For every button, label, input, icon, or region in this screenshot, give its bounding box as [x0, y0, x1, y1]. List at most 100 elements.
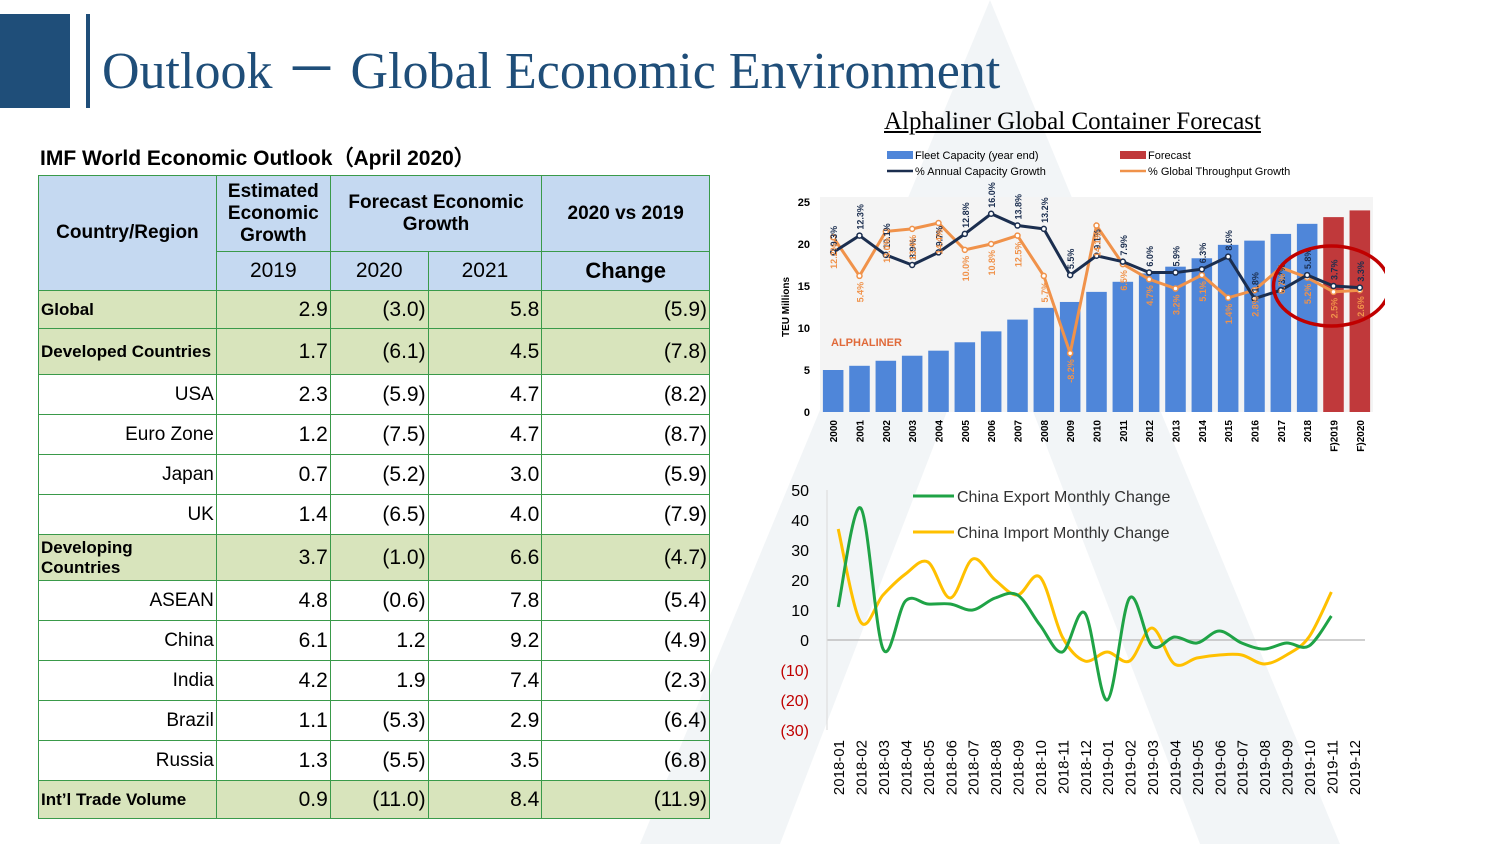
x-tick-label: 2019-10 — [1302, 740, 1319, 795]
china-trade-chart: 50 40 30 20 10 0 (10) (20) (30) 2018-01 2018-02 201… — [781, 483, 1365, 795]
capacity-growth-label: 5.5% — [1066, 249, 1076, 270]
x-tick-label: 2000 — [829, 420, 840, 443]
x-tick-label: 2019-03 — [1145, 740, 1162, 795]
page-title: Outlook － Global Economic Environment — [102, 43, 1001, 100]
capacity-bar — [954, 342, 976, 412]
x-tick-label: 2012 — [1145, 420, 1156, 443]
capacity-bar — [849, 365, 870, 412]
capacity-bar — [1323, 217, 1344, 412]
x-tick-label: 2019-11 — [1324, 740, 1341, 794]
header-year-2020: 2020 — [329, 251, 429, 291]
capacity-growth-line-point — [1172, 269, 1179, 276]
capacity-growth-line-point — [1198, 265, 1206, 273]
x-tick-label: 2018-06 — [943, 740, 960, 795]
forecast-highlight-ellipse — [1271, 244, 1385, 328]
row-name: China — [38, 620, 217, 661]
china-export-line — [836, 506, 1333, 702]
row-2021-value: 2.9 — [427, 700, 543, 741]
row-change-value: (5.4) — [541, 580, 710, 621]
row-change-value: (5.9) — [541, 290, 710, 329]
header-estimated-growth: Estimated Economic Growth — [215, 175, 331, 252]
capacity-growth-label: 3.7% — [1277, 264, 1287, 285]
x-tick-label: F)2020 — [1356, 420, 1367, 452]
x-tick-label: 2019-12 — [1347, 740, 1364, 795]
throughput-growth-line-point — [882, 228, 890, 235]
row-2020-value: (11.0) — [329, 780, 429, 819]
china-import-line — [836, 528, 1333, 667]
throughput-growth-label: 14.1% — [1093, 232, 1103, 258]
throughput-growth-line-point — [1172, 285, 1179, 292]
x-tick-label: 2018-11 — [1055, 740, 1072, 794]
header-year-2019: 2019 — [215, 251, 331, 291]
row-change-value: (8.7) — [541, 414, 710, 455]
table-row: Int’l Trade Volume 0.9 (11.0) 8.4 (11.9) — [38, 780, 710, 819]
capacity-growth-line-point — [1251, 295, 1258, 302]
capacity-growth-line-point — [1145, 269, 1153, 276]
x-tick-label: 2001 — [856, 420, 867, 443]
row-change-value: (2.3) — [541, 660, 710, 701]
x-tick-label: 2019-01 — [1100, 740, 1117, 795]
y-tick-label: 15 — [798, 281, 810, 293]
x-tick-label: 2019-06 — [1212, 740, 1229, 795]
capacity-growth-label: 9.7% — [935, 226, 945, 247]
throughput-growth-label: 13.4% — [908, 235, 918, 261]
header-year-2021: 2021 — [427, 251, 543, 291]
table-row: Russia 1.3 (5.5) 3.5 (6.8) — [38, 740, 710, 781]
row-2021-value: 4.7 — [427, 374, 543, 415]
y-tick-label: 25 — [798, 197, 810, 209]
row-2021-value: 8.4 — [427, 780, 543, 819]
row-2021-value: 3.0 — [427, 454, 543, 495]
y-tick-label: (30) — [781, 723, 809, 740]
throughput-growth-line-point — [961, 246, 969, 254]
throughput-growth-label: 3.2% — [1172, 295, 1182, 316]
row-name: Developing Countries — [38, 534, 217, 581]
capacity-bar — [1217, 244, 1239, 412]
x-tick-label: 2018-08 — [988, 740, 1005, 795]
title-accent-bar — [86, 14, 90, 108]
capacity-growth-label: 8.9% — [908, 238, 918, 259]
x-tick-label: 2019-05 — [1190, 740, 1207, 795]
throughput-growth-label: 5.7% — [1040, 282, 1050, 303]
row-2021-value: 4.0 — [427, 494, 543, 535]
capacity-growth-line-point — [882, 251, 890, 259]
capacity-bar — [1165, 266, 1186, 412]
x-tick-label: 2006 — [987, 420, 998, 443]
x-tick-label: 2014 — [1198, 420, 1209, 443]
legend-label-export: China Export Monthly Change — [957, 489, 1171, 506]
x-tick-label: 2019-02 — [1123, 740, 1140, 795]
row-2020-value: (0.6) — [329, 580, 429, 621]
capacity-bar — [1296, 223, 1318, 412]
throughput-growth-line-point — [1198, 271, 1206, 279]
capacity-growth-label: 12.3% — [856, 204, 866, 230]
row-2019-value: 0.9 — [215, 780, 331, 819]
row-2020-value: (1.0) — [329, 534, 429, 581]
row-2020-value: (5.5) — [329, 740, 429, 781]
x-tick-label: 2018-02 — [854, 740, 871, 795]
row-change-value: (6.8) — [541, 740, 710, 781]
throughput-growth-label: 5.1% — [1198, 281, 1208, 302]
row-2021-value: 3.5 — [427, 740, 543, 781]
y-tick-label: 10 — [798, 323, 810, 335]
table-row: China 6.1 1.2 9.2 (4.9) — [38, 620, 710, 661]
capacity-growth-line-point — [1040, 225, 1048, 233]
row-2020-value: 1.9 — [329, 660, 429, 701]
x-tick-label: 2003 — [908, 420, 919, 443]
capacity-growth-label: 12.8% — [961, 202, 971, 228]
capacity-growth-label: 3.3% — [1356, 261, 1366, 282]
x-tick-label: 2019-04 — [1167, 740, 1184, 795]
throughput-growth-line-point — [1251, 286, 1258, 294]
table-row: Brazil 1.1 (5.3) 2.9 (6.4) — [38, 700, 710, 741]
row-2019-value: 4.2 — [215, 660, 331, 701]
x-tick-label: 2018-01 — [831, 740, 848, 795]
header-2020-vs-2019: 2020 vs 2019 — [541, 175, 710, 252]
row-2019-value: 4.8 — [215, 580, 331, 621]
row-name: Brazil — [38, 700, 217, 741]
throughput-growth-line-point — [908, 225, 916, 233]
y-tick-label: 10 — [791, 603, 809, 620]
throughput-growth-line-point — [856, 272, 863, 280]
throughput-growth-label: -8.2% — [1066, 359, 1076, 383]
row-2021-value: 5.8 — [427, 290, 543, 329]
throughput-growth-label: 6.7% — [1277, 274, 1287, 295]
row-change-value: (5.9) — [541, 454, 710, 495]
throughput-growth-label: 13.0% — [882, 237, 892, 263]
